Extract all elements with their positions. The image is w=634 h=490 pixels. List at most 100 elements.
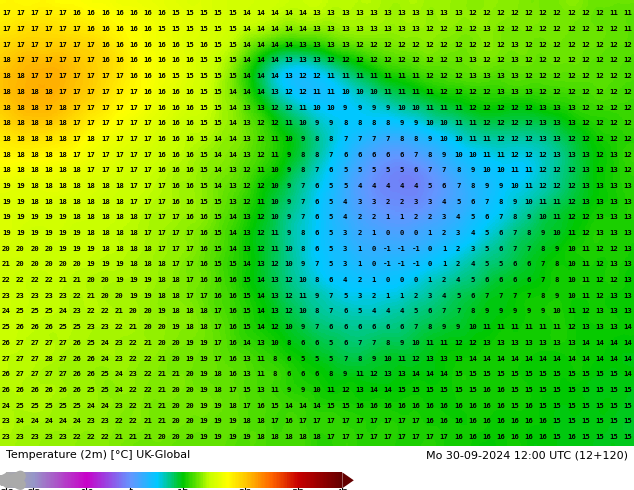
Text: 17: 17 [398,418,406,424]
Text: 19: 19 [129,293,138,299]
Bar [69,472,70,488]
Text: 12: 12 [524,57,533,63]
Text: 12: 12 [256,183,265,189]
Text: 14: 14 [468,356,477,362]
Text: 12: 12 [242,183,251,189]
Text: 19: 19 [72,245,81,252]
Text: 13: 13 [609,198,618,205]
Bar [128,472,129,488]
Text: 12: 12 [496,120,505,126]
Text: 11: 11 [270,245,279,252]
Text: 9: 9 [413,120,418,126]
Bar [238,472,239,488]
Bar [120,472,121,488]
Bar [169,472,170,488]
Text: 7: 7 [484,293,489,299]
Text: 8: 8 [315,136,319,142]
Text: 13: 13 [609,167,618,173]
Bar [280,472,281,488]
Bar [74,472,75,488]
Text: 16: 16 [157,120,166,126]
Text: 7: 7 [442,309,446,315]
Text: 2: 2 [456,261,460,268]
Text: 13: 13 [567,120,576,126]
Text: 7: 7 [512,245,517,252]
Text: 18: 18 [129,214,138,220]
Text: 10: 10 [285,245,293,252]
Text: 12: 12 [581,120,590,126]
Bar [207,472,208,488]
Text: 13: 13 [242,214,251,220]
Text: 13: 13 [256,340,265,346]
Bar [45,472,46,488]
Text: 17: 17 [44,73,53,79]
Bar [298,472,299,488]
Text: 18: 18 [58,136,67,142]
Text: 8: 8 [555,277,559,283]
Text: 22: 22 [129,418,138,424]
Bar [22,472,23,488]
Text: 17: 17 [30,73,39,79]
Bar [191,472,192,488]
Bar [312,472,313,488]
Text: 20: 20 [30,245,39,252]
Text: 12: 12 [623,57,632,63]
Text: 20: 20 [101,293,110,299]
Text: 26: 26 [58,387,67,393]
Text: 16: 16 [383,403,392,409]
Text: 23: 23 [101,418,110,424]
Text: 14: 14 [482,356,491,362]
Text: 14: 14 [228,151,236,158]
Text: 18: 18 [16,151,25,158]
Text: 8: 8 [301,167,305,173]
Text: 6: 6 [442,183,446,189]
Text: 2: 2 [428,214,432,220]
Text: 9: 9 [329,120,333,126]
Text: 7: 7 [329,151,333,158]
Text: 17: 17 [101,104,110,111]
Text: 8: 8 [315,277,319,283]
Text: 18: 18 [101,214,110,220]
Text: 17: 17 [30,26,39,32]
Text: 17: 17 [411,434,420,440]
Bar [297,472,298,488]
Text: 26: 26 [2,371,11,377]
Text: 4: 4 [456,277,460,283]
Text: 12: 12 [468,42,477,48]
Text: 18: 18 [44,89,53,95]
Text: 17: 17 [186,245,194,252]
Bar [23,472,24,488]
Text: 5: 5 [428,183,432,189]
Text: 18: 18 [44,151,53,158]
Text: 11: 11 [425,104,434,111]
Text: 17: 17 [129,167,138,173]
Text: 11: 11 [510,167,519,173]
Bar [294,472,295,488]
Text: 4: 4 [372,309,376,315]
Text: 1: 1 [442,245,446,252]
Text: 17: 17 [143,151,152,158]
Text: 11: 11 [553,324,562,330]
Text: 11: 11 [270,136,279,142]
Text: 19: 19 [214,434,223,440]
Text: 13: 13 [270,293,279,299]
Text: 12: 12 [538,151,547,158]
Bar [327,472,328,488]
Bar [247,472,248,488]
Text: 5: 5 [343,183,347,189]
Bar [174,472,175,488]
Bar [196,472,197,488]
Text: 17: 17 [186,277,194,283]
Text: 15: 15 [171,73,180,79]
Text: 15: 15 [567,371,576,377]
Text: 15: 15 [157,26,166,32]
Text: 14: 14 [270,10,279,16]
Text: 23: 23 [72,309,81,315]
Text: 22: 22 [129,356,138,362]
Text: 18: 18 [16,73,25,79]
Bar [167,472,168,488]
Text: 18: 18 [87,214,96,220]
Bar [325,472,326,488]
Text: 16: 16 [510,434,519,440]
Text: 12: 12 [538,89,547,95]
